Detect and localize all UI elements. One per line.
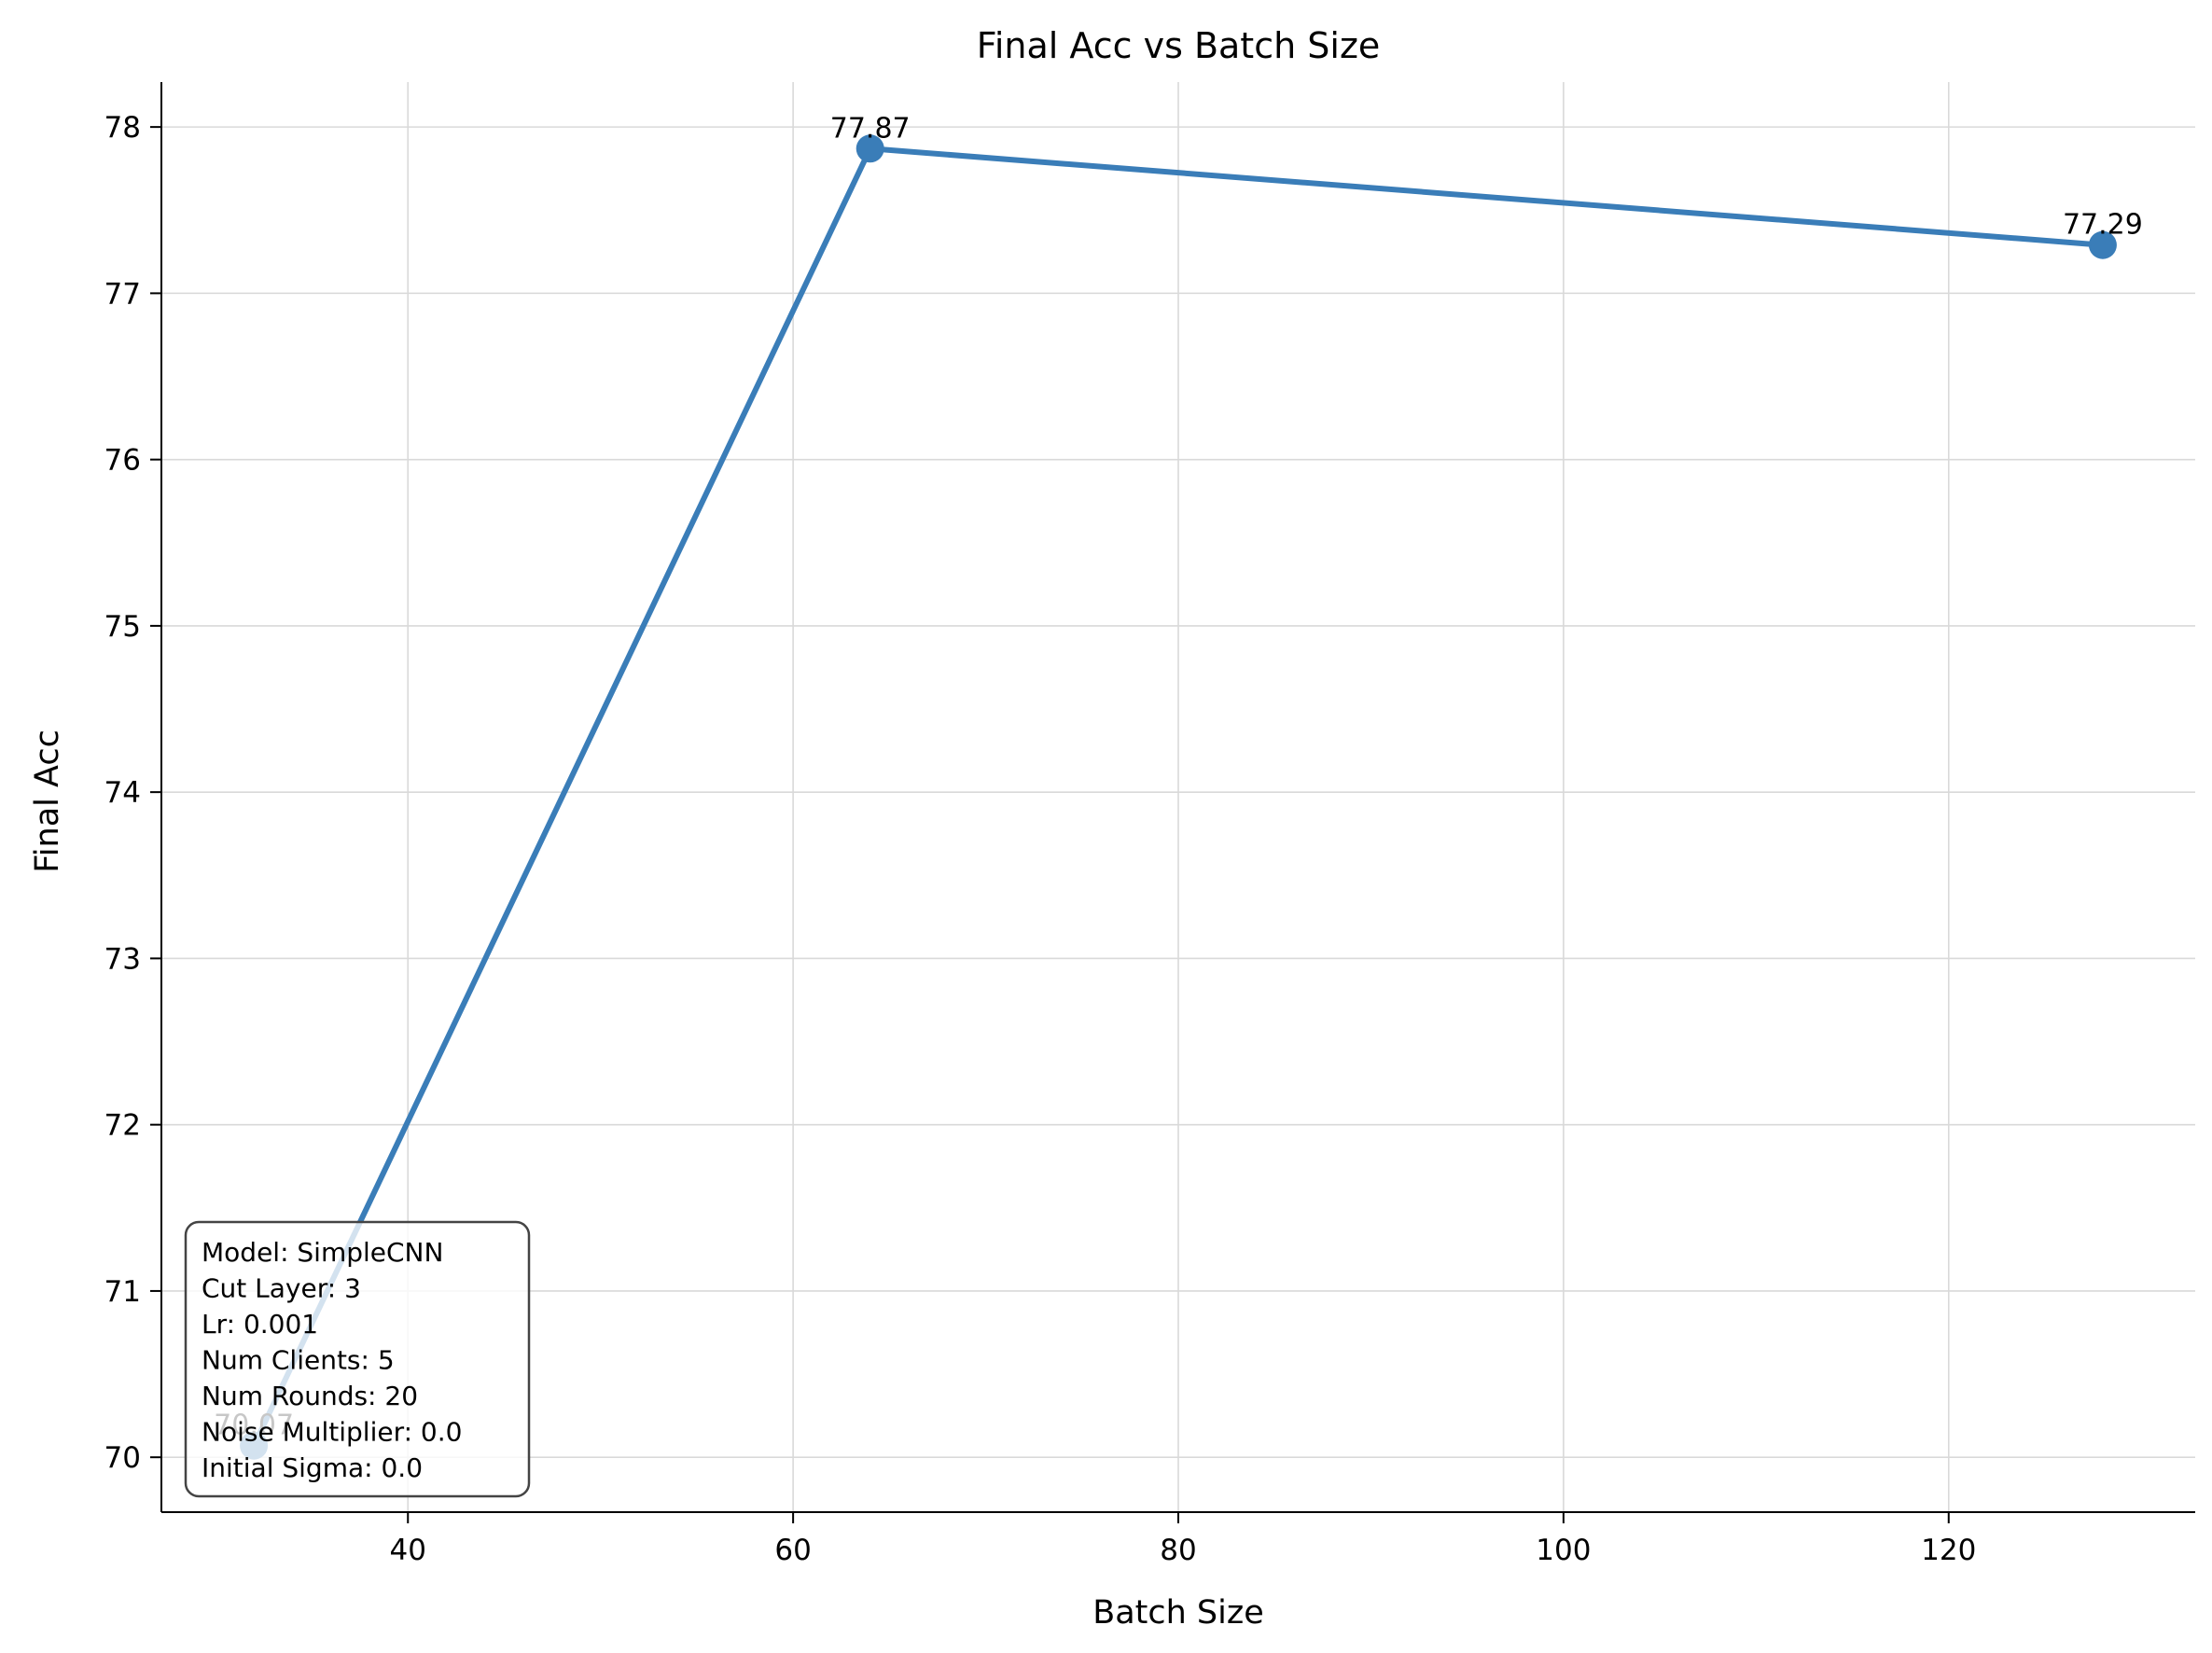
y-tick-label: 72 <box>104 1109 141 1143</box>
info-box-line: Num Clients: 5 <box>202 1345 395 1376</box>
tick-labels: 40 60 80 100 120 70 71 72 73 74 75 76 77 78 <box>104 111 1977 1567</box>
info-box-line: Cut Layer: 3 <box>202 1273 361 1304</box>
x-tick-label: 120 <box>1921 1534 1976 1567</box>
y-tick-label: 73 <box>104 942 141 976</box>
y-tick-label: 76 <box>104 444 141 478</box>
info-box-line: Model: SimpleCNN <box>202 1237 443 1268</box>
y-tick-label: 77 <box>104 277 141 311</box>
data-point <box>856 134 884 163</box>
data-label: 77.87 <box>830 112 911 145</box>
y-tick-label: 74 <box>104 776 141 810</box>
info-box-line: Noise Multiplier: 0.0 <box>202 1417 462 1448</box>
data-label: 77.29 <box>2063 209 2143 242</box>
x-tick-label: 60 <box>774 1534 811 1567</box>
y-tick-label: 70 <box>104 1441 141 1475</box>
y-tick-label: 71 <box>104 1275 141 1309</box>
y-tick-label: 78 <box>104 111 141 145</box>
x-tick-label: 40 <box>390 1534 426 1567</box>
data-point <box>2088 230 2117 259</box>
x-tick-label: 100 <box>1536 1534 1591 1567</box>
info-box-frame <box>184 1220 531 1498</box>
info-box-line: Num Rounds: 20 <box>202 1381 418 1411</box>
y-axis-label: Final Acc <box>29 729 66 873</box>
y-tick-label: 75 <box>104 610 141 644</box>
info-box-line: Lr: 0.001 <box>202 1309 318 1340</box>
x-axis-label: Batch Size <box>1092 1594 1264 1632</box>
chart-title: Final Acc vs Batch Size <box>977 25 1381 66</box>
x-tick-label: 80 <box>1160 1534 1196 1567</box>
info-box-line: Initial Sigma: 0.0 <box>202 1452 423 1483</box>
axes <box>150 82 2195 1523</box>
info-box: Model: SimpleCNN Cut Layer: 3 Lr: 0.001 Num… <box>184 1220 531 1498</box>
